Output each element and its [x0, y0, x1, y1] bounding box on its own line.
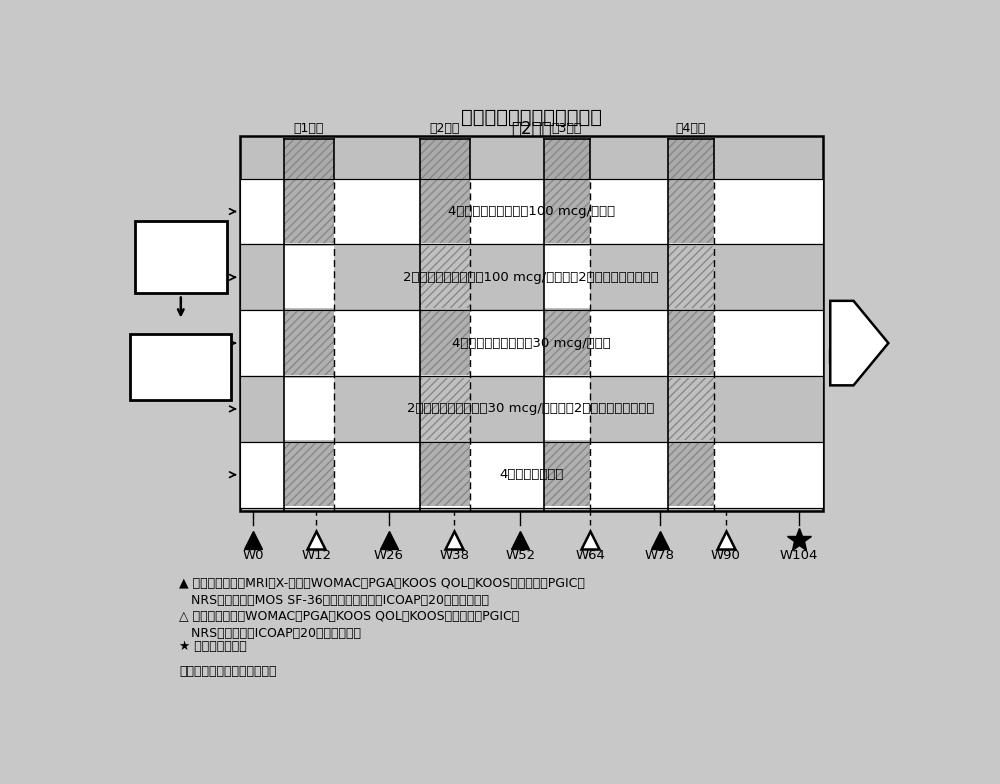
Text: W12: W12 [301, 550, 331, 562]
Bar [135, 221, 227, 293]
Bar [544, 246, 590, 308]
Text: 2个周期的斯非福明（100 mcg/注射）与2个周期的安慰剂交替: 2个周期的斯非福明（100 mcg/注射）与2个周期的安慰剂交替 [403, 270, 659, 284]
Bar [668, 180, 714, 243]
Bar [544, 140, 590, 179]
Text: ▲ 主要功效评价：MRI，X-射线，WOMAC，PGA，KOOS QOL，KOOS症状指数，PGIC，
   NRS疼痛得分，MOS SF-36，其他关节疼痛，: ▲ 主要功效评价：MRI，X-射线，WOMAC，PGA，KOOS QOL，KOO… [179, 577, 585, 607]
Text: W64: W64 [575, 550, 605, 562]
Text: W38: W38 [439, 550, 469, 562]
Bar [668, 378, 714, 440]
Bar [668, 140, 714, 179]
Text: 双盲设安慰剂对照的治疗期: 双盲设安慰剂对照的治疗期 [461, 107, 602, 126]
Bar [284, 311, 334, 375]
Bar [240, 136, 822, 510]
Bar [544, 443, 590, 506]
Text: （等数分配）: （等数分配） [158, 377, 203, 390]
Bar [284, 140, 334, 179]
Text: W0: W0 [242, 550, 264, 562]
Bar [420, 140, 470, 179]
Bar [544, 180, 590, 243]
Bar [668, 443, 714, 506]
Bar [544, 378, 590, 440]
Text: 第4周期: 第4周期 [676, 122, 706, 135]
Text: 第2周期: 第2周期 [430, 122, 460, 135]
Text: （2年）: （2年） [511, 120, 551, 138]
Bar [420, 311, 470, 375]
Text: 4个周期的斯非福明（30 mcg/注射）: 4个周期的斯非福明（30 mcg/注射） [452, 336, 610, 350]
Bar [240, 376, 822, 442]
Text: 4个周期的安慰剂: 4个周期的安慰剂 [499, 468, 563, 481]
Text: 随机化: 随机化 [168, 361, 193, 375]
Text: 在所有询访中都将评价安全性: 在所有询访中都将评价安全性 [179, 665, 277, 677]
Text: W90: W90 [711, 550, 741, 562]
Text: 随访期: 随访期 [827, 347, 857, 365]
Text: ★ 主要终点评价。: ★ 主要终点评价。 [179, 641, 247, 653]
Text: 第3周期: 第3周期 [552, 122, 582, 135]
Text: W78: W78 [645, 550, 675, 562]
Text: 延长: 延长 [832, 319, 852, 337]
Bar [240, 179, 822, 245]
Bar [284, 378, 334, 440]
Text: △ 次要功效评价：WOMAC，PGA，KOOS QOL，KOOS症状指数，PGIC，
   NRS疼痛得分，ICOAP，20米步行测试。: △ 次要功效评价：WOMAC，PGA，KOOS QOL，KOOS症状指数，PGI… [179, 610, 520, 641]
Polygon shape [830, 301, 888, 386]
Bar [420, 443, 470, 506]
Bar [284, 246, 334, 308]
Bar [284, 180, 334, 243]
Text: 4个周期的斯非福明（100 mcg/注射）: 4个周期的斯非福明（100 mcg/注射） [448, 205, 615, 218]
Bar [240, 442, 822, 507]
Bar [240, 245, 822, 310]
Text: 如果适格，: 如果适格， [161, 345, 201, 358]
Bar [420, 180, 470, 243]
Text: W52: W52 [505, 550, 535, 562]
Text: （长至6周）: （长至6周） [155, 263, 206, 278]
Bar [130, 334, 231, 400]
Bar [668, 246, 714, 308]
Bar [544, 311, 590, 375]
Text: W104: W104 [780, 550, 818, 562]
Text: 筛选期: 筛选期 [165, 234, 197, 252]
Bar [284, 443, 334, 506]
Text: W26: W26 [374, 550, 404, 562]
Bar [420, 246, 470, 308]
Text: 第1周期: 第1周期 [294, 122, 324, 135]
Bar [420, 378, 470, 440]
Bar [240, 310, 822, 376]
Text: 2个周期的斯非福明（30 mcg/注射）与2个周期的安慰剂交替: 2个周期的斯非福明（30 mcg/注射）与2个周期的安慰剂交替 [407, 402, 655, 416]
Bar [668, 311, 714, 375]
